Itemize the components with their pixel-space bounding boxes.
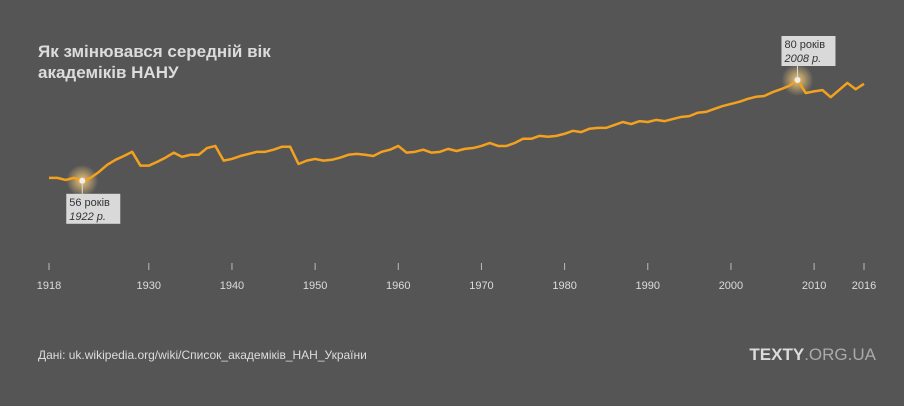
x-tick-label: 2016: [852, 280, 876, 292]
x-tick-label: 1950: [303, 280, 327, 292]
annotation-sublabel: 2008 р.: [783, 53, 821, 65]
x-tick-label: 1960: [386, 280, 410, 292]
annotation-label: 56 років: [69, 197, 110, 209]
source: Дані: uk.wikipedia.org/wiki/Список_акаде…: [38, 348, 367, 362]
logo-bold: TEXTY: [749, 345, 804, 364]
annotation-box: [66, 193, 121, 224]
data-line: [49, 78, 865, 183]
chart-title: Як змінювався середній вік: [38, 42, 271, 61]
x-tick-label: 2010: [802, 280, 826, 292]
annotation-box: [781, 36, 836, 66]
x-tick-label: 1918: [37, 280, 61, 292]
logo-light: .ORG.UA: [804, 345, 876, 364]
x-tick-label: 1980: [552, 280, 576, 292]
x-tick-label: 1970: [469, 280, 493, 292]
x-tick-label: 1940: [220, 280, 244, 292]
annotation-point: [79, 177, 86, 184]
annotation-label: 80 років: [784, 39, 825, 51]
chart-title: академіків НАНУ: [38, 63, 179, 82]
annotation-sublabel: 1922 р.: [69, 211, 106, 223]
x-tick-label: 1930: [137, 280, 161, 292]
logo: TEXTY.ORG.UA: [749, 345, 876, 364]
annotation-point: [794, 77, 801, 83]
x-tick-label: 2000: [719, 280, 743, 292]
x-tick-label: 1990: [636, 280, 660, 292]
